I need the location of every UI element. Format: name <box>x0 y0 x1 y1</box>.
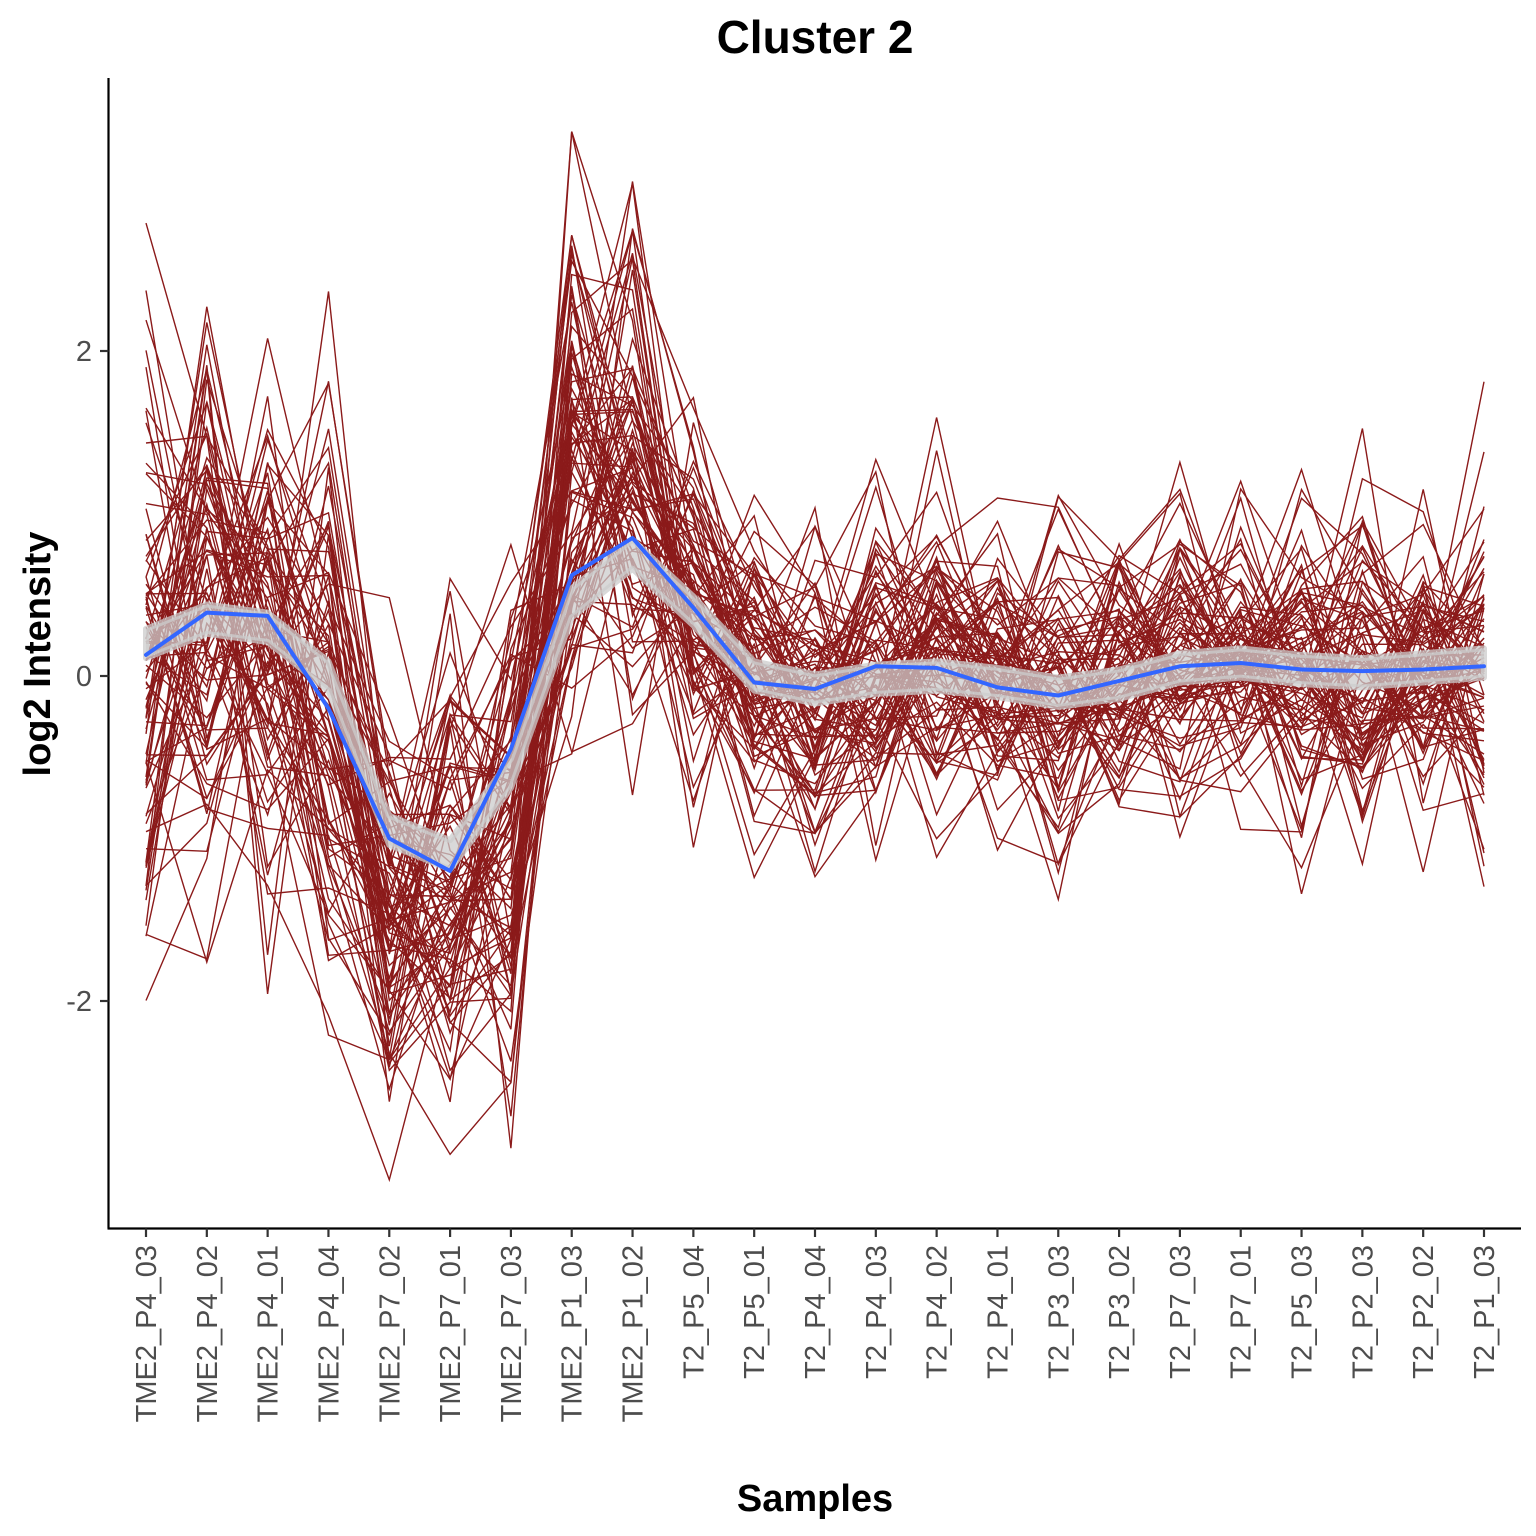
profile-line <box>145 493 1485 893</box>
profile-line <box>145 364 1485 785</box>
x-tick-label: T2_P1_03 <box>1469 1245 1501 1379</box>
x-tick-label: T2_P3_02 <box>1104 1245 1136 1379</box>
plot-area <box>143 131 1487 1183</box>
x-tick-label: TME2_P4_04 <box>314 1245 346 1422</box>
profile-line <box>145 466 1485 1084</box>
x-tick-label: T2_P7_03 <box>1165 1245 1197 1379</box>
smooth-band <box>143 536 1487 873</box>
x-tick-label: TME2_P7_02 <box>374 1245 406 1422</box>
x-tick-label: TME2_P4_02 <box>192 1245 224 1422</box>
profile-line <box>145 286 1485 1061</box>
profile-line <box>145 381 1485 1072</box>
x-tick-label: T2_P5_01 <box>739 1245 771 1379</box>
profile-line <box>145 336 1485 1062</box>
x-tick-label: T2_P2_03 <box>1347 1245 1379 1379</box>
y-tick-label: 0 <box>76 661 92 693</box>
x-tick-label: TME2_P7_03 <box>496 1245 528 1422</box>
x-tick-label: T2_P4_01 <box>983 1245 1015 1379</box>
x-axis-ticks: TME2_P4_03 TME2_P4_02 TME2_P4_01 TME2_P4_04… <box>131 1228 1501 1422</box>
x-tick-label: T2_P7_01 <box>1226 1245 1258 1379</box>
y-tick-label: 2 <box>76 336 92 368</box>
profile-line <box>145 557 1485 955</box>
mean-line <box>144 535 1486 873</box>
x-tick-label: T2_P5_04 <box>678 1245 710 1379</box>
x-tick-label: T2_P3_03 <box>1043 1245 1075 1379</box>
profile-line <box>145 380 1485 767</box>
profile-line <box>145 401 1485 981</box>
profile-line <box>145 450 1485 1002</box>
profile-line <box>145 273 1485 1072</box>
profile-line <box>145 375 1485 1037</box>
x-axis-label: Samples <box>737 1478 893 1520</box>
profile-line <box>145 306 1485 952</box>
x-tick-label: T2_P4_03 <box>861 1245 893 1379</box>
x-tick-label: T2_P5_03 <box>1287 1245 1319 1379</box>
y-axis-ticks: -2 0 2 <box>66 336 109 1018</box>
x-tick-label: T2_P4_04 <box>800 1245 832 1379</box>
x-tick-label: T2_P2_02 <box>1408 1245 1440 1379</box>
x-tick-label: TME2_P1_03 <box>557 1245 589 1422</box>
chart-title: Cluster 2 <box>717 11 914 63</box>
profile-line <box>145 258 1485 884</box>
x-tick-label: TME2_P4_03 <box>131 1245 163 1422</box>
x-tick-label: TME2_P1_02 <box>618 1245 650 1422</box>
profile-line <box>145 369 1485 994</box>
x-tick-label: TME2_P4_01 <box>253 1245 285 1422</box>
x-tick-label: T2_P4_02 <box>922 1245 954 1379</box>
profile-line <box>145 413 1485 1183</box>
profile-line <box>145 131 1485 1013</box>
x-tick-label: TME2_P7_01 <box>435 1245 467 1422</box>
y-tick-label: -2 <box>66 986 92 1018</box>
y-axis-label: log2 Intensity <box>17 532 59 777</box>
